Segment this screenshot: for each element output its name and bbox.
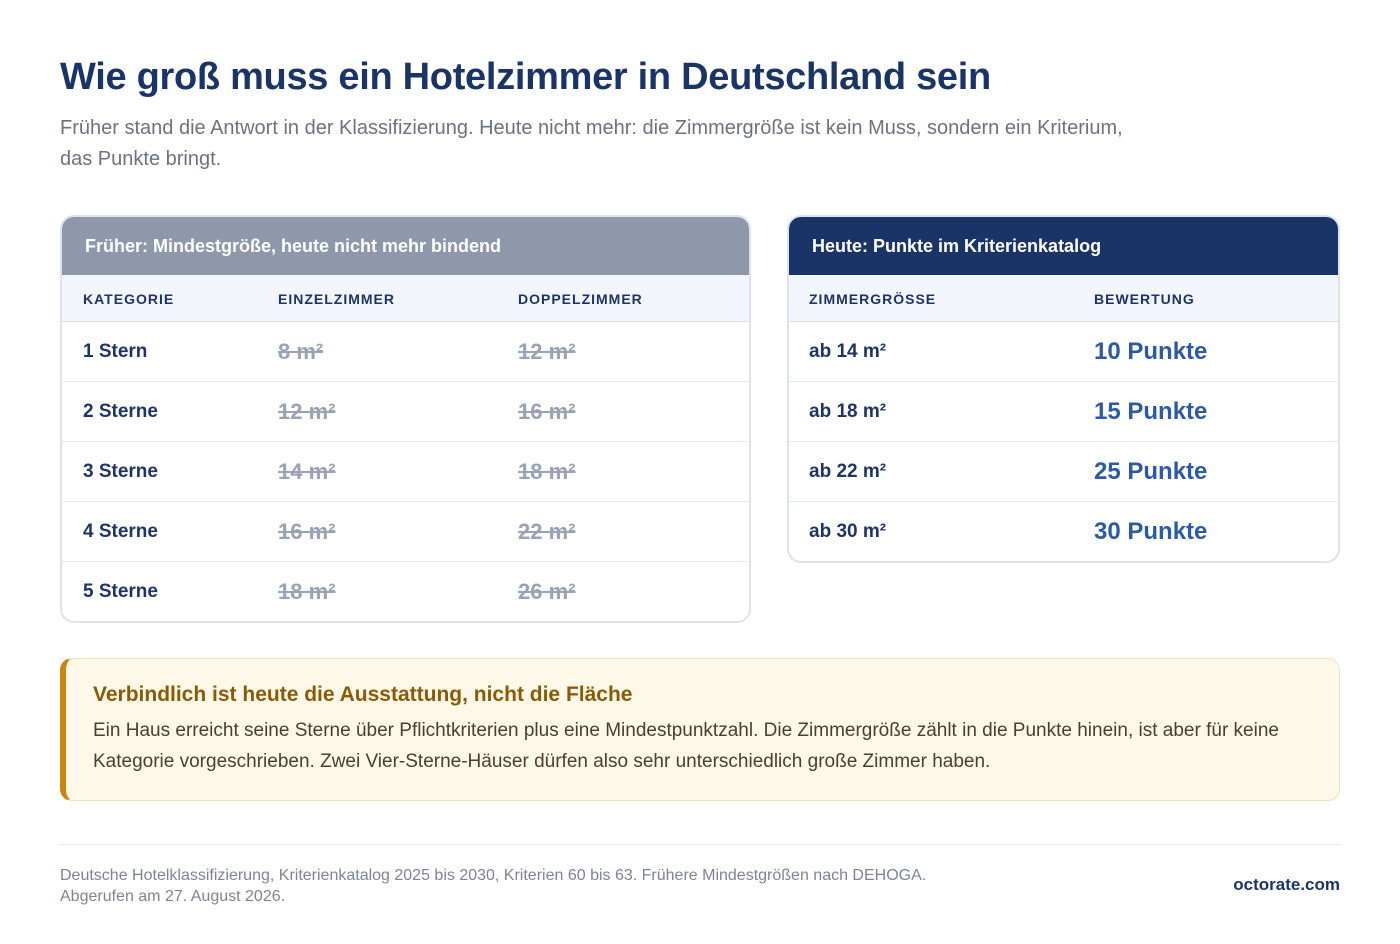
category-cell: 3 Sterne — [83, 460, 158, 482]
table-row: 5 Sterne 18 m² 26 m² — [62, 562, 749, 621]
table-row: ab 30 m² 30 Punkte — [789, 502, 1338, 561]
double-room-size-cell: 16 m² — [518, 398, 576, 424]
brand-link[interactable]: octorate.com — [1233, 875, 1340, 894]
points-cell: 30 Punkte — [1094, 518, 1208, 545]
table-row: 4 Sterne 16 m² 22 m² — [62, 502, 749, 562]
table-row: ab 14 m² 10 Punkte — [789, 322, 1338, 382]
footer-divider — [60, 844, 1340, 845]
room-size-cell: ab 22 m² — [809, 460, 887, 482]
current-table-heading: Heute: Punkte im Kriterienkatalog — [789, 217, 1338, 275]
source-note: Deutsche Hotelklassifizierung, Kriterien… — [60, 865, 1110, 907]
single-room-size-cell: 8 m² — [278, 338, 324, 364]
column-header-double-room: DOPPELZIMMER — [518, 291, 643, 307]
table-row: 1 Stern 8 m² 12 m² — [62, 322, 749, 382]
double-room-size-cell: 18 m² — [518, 458, 576, 484]
page-subtitle: Früher stand die Antwort in der Klassifi… — [60, 117, 1123, 170]
category-cell: 2 Sterne — [83, 400, 158, 422]
former-table-heading: Früher: Mindestgröße, heute nicht mehr b… — [62, 217, 749, 275]
callout-title: Verbindlich ist heute die Ausstattung, n… — [93, 683, 633, 706]
category-cell: 4 Sterne — [83, 520, 158, 542]
category-cell: 1 Stern — [83, 340, 148, 362]
table-row: ab 22 m² 25 Punkte — [789, 442, 1338, 502]
current-points-table: Heute: Punkte im Kriterienkatalog ZIMMER… — [787, 215, 1340, 563]
callout-text: Ein Haus erreicht seine Sterne über Pfli… — [93, 720, 1279, 772]
info-callout: Verbindlich ist heute die Ausstattung, n… — [60, 658, 1340, 801]
column-header-room-size: ZIMMERGRÖSSE — [809, 291, 937, 307]
former-minimum-size-table: Früher: Mindestgröße, heute nicht mehr b… — [60, 215, 751, 623]
points-cell: 10 Punkte — [1094, 337, 1208, 365]
category-cell: 5 Sterne — [83, 581, 158, 602]
former-table-column-header: KATEGORIE EINZELZIMMER DOPPELZIMMER — [62, 275, 749, 322]
points-cell: 25 Punkte — [1094, 457, 1208, 485]
page-title: Wie groß muss ein Hotelzimmer in Deutsch… — [60, 56, 991, 98]
room-size-cell: ab 30 m² — [809, 521, 887, 542]
table-row: 2 Sterne 12 m² 16 m² — [62, 382, 749, 442]
single-room-size-cell: 18 m² — [278, 579, 336, 604]
double-room-size-cell: 26 m² — [518, 579, 576, 604]
column-header-rating: BEWERTUNG — [1094, 291, 1195, 307]
double-room-size-cell: 22 m² — [518, 518, 576, 544]
table-row: ab 18 m² 15 Punkte — [789, 382, 1338, 442]
single-room-size-cell: 14 m² — [278, 458, 336, 484]
column-header-category: KATEGORIE — [83, 291, 175, 307]
single-room-size-cell: 16 m² — [278, 518, 336, 544]
room-size-cell: ab 14 m² — [809, 340, 887, 362]
table-row: 3 Sterne 14 m² 18 m² — [62, 442, 749, 502]
points-cell: 15 Punkte — [1094, 397, 1208, 425]
double-room-size-cell: 12 m² — [518, 338, 576, 364]
single-room-size-cell: 12 m² — [278, 398, 336, 424]
room-size-cell: ab 18 m² — [809, 400, 887, 422]
column-header-single-room: EINZELZIMMER — [278, 291, 395, 307]
source-line-2: Abgerufen am 27. August 2026. — [60, 888, 286, 905]
current-table-column-header: ZIMMERGRÖSSE BEWERTUNG — [789, 275, 1338, 322]
source-line-1: Deutsche Hotelklassifizierung, Kriterien… — [60, 867, 927, 884]
